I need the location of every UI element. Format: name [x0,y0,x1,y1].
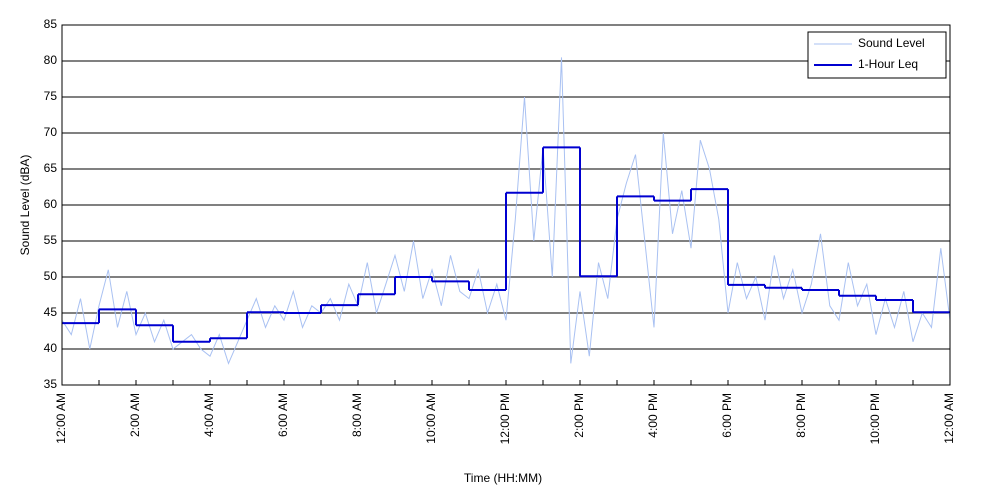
y-tick-label: 70 [44,125,58,139]
y-tick-label: 35 [44,377,58,391]
y-tick-label: 60 [44,197,58,211]
y-tick-label: 55 [44,233,58,247]
x-tick-label: 10:00 PM [868,393,882,444]
y-tick-label: 45 [44,305,58,319]
x-tick-label: 8:00 AM [350,393,364,437]
x-tick-label: 4:00 AM [202,393,216,437]
x-tick-label: 12:00 AM [942,393,956,444]
y-tick-label: 75 [44,89,58,103]
legend-box [807,31,947,79]
x-tick-label: 8:00 PM [794,393,808,438]
x-tick-label: 10:00 AM [424,393,438,444]
x-tick-label: 4:00 PM [646,393,660,438]
x-tick-label: 6:00 AM [276,393,290,437]
x-tick-label: 12:00 AM [54,393,68,444]
y-tick-label: 65 [44,161,58,175]
x-tick-label: 2:00 AM [128,393,142,437]
sound-line [62,57,950,365]
y-tick-label: 40 [44,341,58,355]
x-axis-label: Time (HH:MM) [464,471,542,485]
x-tick-label: 6:00 PM [720,393,734,438]
y-tick-label: 85 [44,17,58,31]
x-tick-label: 12:00 PM [498,393,512,444]
legend-label: Sound Level [858,36,925,50]
plot-area [62,57,950,365]
x-tick-label: 2:00 PM [572,393,586,438]
y-axis-label: Sound Level (dBA) [18,155,32,256]
y-tick-label: 50 [44,269,58,283]
legend-label: 1-Hour Leq [858,57,918,71]
y-tick-label: 80 [44,53,58,67]
plot-frame [61,24,951,386]
